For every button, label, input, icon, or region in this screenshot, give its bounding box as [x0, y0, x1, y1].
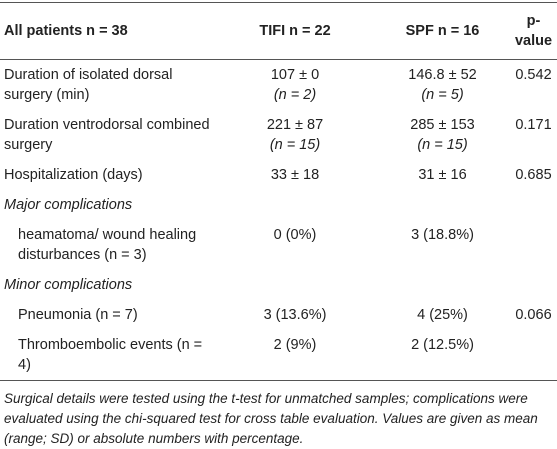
header-row: All patients n = 38 TIFI n = 22 SPF n = 16…: [0, 2, 557, 60]
row: Pneumonia (n = 7) 3 (13.6%) 4 (25%) 0.066: [0, 300, 557, 330]
section-row: Minor complications: [0, 270, 557, 300]
value-cell: 2 (9%): [215, 330, 375, 381]
p-value: 0.171: [510, 110, 557, 160]
value-cell: 31 ± 16: [375, 160, 510, 190]
value-line: (n = 15): [269, 137, 321, 153]
value-cell: 2 (12.5%): [375, 330, 510, 381]
row: Duration ventrodorsal combined surgery 22…: [0, 110, 557, 160]
value-line: (n = 2): [273, 87, 317, 103]
p-value: 0.542: [510, 60, 557, 111]
row-label: Duration ventrodorsal combined surgery: [4, 117, 210, 153]
header-cell: TIFI n = 22: [215, 2, 375, 60]
value-line: 146.8 ± 52: [408, 67, 477, 83]
row: Thromboembolic events (n = 4) 2 (9%) 2 (12…: [0, 330, 557, 381]
value-cell: 3 (18.8%): [375, 220, 510, 270]
row-label: Pneumonia (n = 7): [18, 307, 138, 323]
p-value-text: 0.066: [515, 307, 552, 323]
row: Hospitalization (days) 33 ± 18 31 ± 16 0.68…: [0, 160, 557, 190]
value-line: (n = 15): [417, 137, 468, 153]
table: All patients n = 38 TIFI n = 22 SPF n = 16…: [0, 2, 557, 381]
table-body: Duration of isolated dorsal surgery (min…: [0, 60, 557, 381]
value-cell: 107 ± 0 (n = 2): [215, 60, 375, 111]
p-value-text: 0.542: [515, 67, 552, 83]
value-line: 3 (18.8%): [411, 227, 474, 243]
value-cell: 33 ± 18: [215, 160, 375, 190]
header-cell: p-value: [510, 2, 557, 60]
value-cell: 0 (0%): [215, 220, 375, 270]
row-label: heamatoma/ wound healing disturbances (n…: [18, 227, 197, 263]
value-line: (n = 5): [421, 87, 464, 103]
value-line: 31 ± 16: [418, 167, 467, 183]
p-value: 0.685: [510, 160, 557, 190]
value-line: 33 ± 18: [270, 167, 320, 183]
p-value-text: 0.171: [515, 117, 552, 133]
value-cell: 221 ± 87 (n = 15): [215, 110, 375, 160]
p-value-text: 0.685: [515, 167, 552, 183]
value-cell: 285 ± 153 (n = 15): [375, 110, 510, 160]
value-line: 4 (25%): [417, 307, 468, 323]
footnote: Surgical details were tested using the t…: [4, 391, 538, 446]
value-line: 0 (0%): [273, 227, 317, 243]
section-title: Minor complications: [4, 277, 133, 293]
value-cell: 4 (25%): [375, 300, 510, 330]
section-title: Major complications: [4, 197, 133, 213]
value-line: 285 ± 153: [410, 117, 475, 133]
value-line: 3 (13.6%): [263, 307, 327, 323]
row-label: Hospitalization (days): [4, 167, 143, 183]
p-value: 0.066: [510, 300, 557, 330]
value-line: 221 ± 87: [266, 117, 324, 133]
row-label: Thromboembolic events (n = 4): [18, 337, 203, 373]
header-cell: SPF n = 16: [375, 2, 510, 60]
value-line: 107 ± 0: [270, 67, 320, 83]
section-row: Major complications: [0, 190, 557, 220]
row-label: Duration of isolated dorsal surgery (min…: [4, 67, 173, 103]
value-cell: 3 (13.6%): [215, 300, 375, 330]
value-line: 2 (9%): [273, 337, 317, 353]
p-value: [510, 220, 557, 270]
p-value: [510, 330, 557, 381]
row: heamatoma/ wound healing disturbances (n…: [0, 220, 557, 270]
value-line: 2 (12.5%): [411, 337, 474, 353]
row: Duration of isolated dorsal surgery (min…: [0, 60, 557, 111]
value-cell: 146.8 ± 52 (n = 5): [375, 60, 510, 111]
header-cell: All patients n = 38: [0, 2, 215, 60]
